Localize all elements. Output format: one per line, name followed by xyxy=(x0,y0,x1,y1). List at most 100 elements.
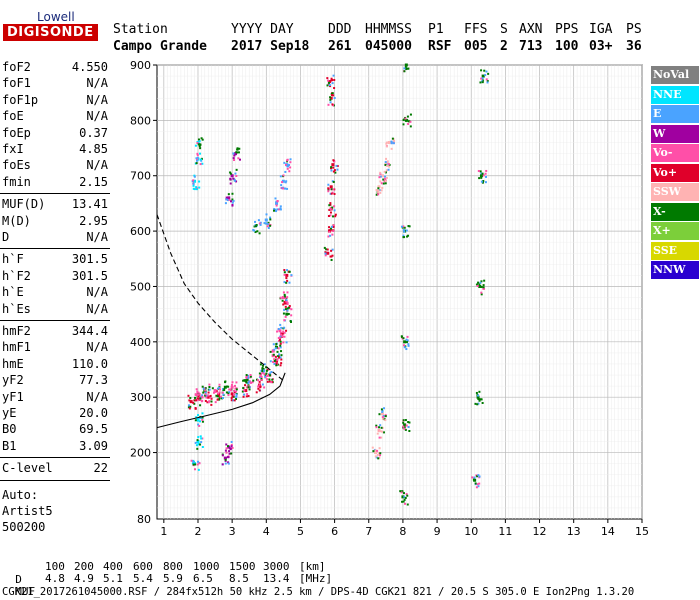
data-point-echo xyxy=(247,386,250,389)
data-point-echo xyxy=(227,193,230,196)
data-point-echo xyxy=(245,377,248,380)
data-point-echo xyxy=(247,374,250,377)
header-label-10: PS xyxy=(626,22,642,37)
data-point-echo xyxy=(335,164,338,167)
data-point-echo xyxy=(384,415,387,418)
header-value-8: 100 xyxy=(555,39,579,54)
data-point-echo xyxy=(200,437,203,440)
data-point-echo xyxy=(403,427,406,430)
data-point-echo xyxy=(407,426,410,429)
data-point-echo xyxy=(280,362,283,365)
data-point-echo xyxy=(199,443,202,446)
data-point-echo xyxy=(248,380,251,383)
data-point-echo xyxy=(284,308,287,311)
data-point xyxy=(244,389,248,393)
data-point-echo xyxy=(194,396,197,399)
data-point-echo xyxy=(380,182,383,185)
footer-d-value: 1500 xyxy=(229,560,256,573)
data-point-echo xyxy=(286,291,289,294)
footer-muf-row: MUF xyxy=(2,572,35,598)
data-point-echo xyxy=(283,295,286,298)
data-point-echo xyxy=(480,280,483,283)
data-point-echo xyxy=(228,388,231,391)
data-point-echo xyxy=(324,252,327,255)
data-point-echo xyxy=(330,169,333,172)
data-point-echo xyxy=(230,397,233,400)
data-point-echo xyxy=(333,87,336,90)
data-point-echo xyxy=(198,180,201,183)
data-point xyxy=(278,329,282,333)
data-point-echo xyxy=(381,410,384,413)
param-value: 69.5 xyxy=(79,422,108,437)
data-point-echo xyxy=(477,281,480,284)
data-point-echo xyxy=(385,169,388,172)
data-point-echo xyxy=(327,235,330,238)
footer-info: CGK21_2017261045000.RSF / 284fx512h 50 k… xyxy=(2,586,635,598)
data-point-echo xyxy=(406,494,409,497)
data-point-echo xyxy=(210,403,213,406)
data-point-echo xyxy=(196,419,199,422)
data-point-echo xyxy=(249,374,252,377)
data-point-echo xyxy=(252,379,255,382)
data-point-echo xyxy=(227,394,230,397)
data-point-echo xyxy=(198,462,201,465)
x-tick-label: 14 xyxy=(601,525,615,538)
data-point-echo xyxy=(205,394,208,397)
data-point-echo xyxy=(288,305,291,308)
data-point-echo xyxy=(195,444,198,447)
data-point-echo xyxy=(285,180,288,183)
data-point-echo xyxy=(285,299,288,302)
header-value-5: 005 xyxy=(464,39,488,54)
series-noise-2-9 xyxy=(221,147,241,466)
data-point-echo xyxy=(217,386,220,389)
param-value: 301.5 xyxy=(71,252,108,267)
data-point-echo xyxy=(482,174,485,177)
data-point-echo xyxy=(198,392,201,395)
data-point-echo xyxy=(227,462,230,465)
data-point-echo xyxy=(228,452,231,455)
footer-muf-value: 4.8 xyxy=(45,572,65,585)
data-point-echo xyxy=(189,396,192,399)
data-point-echo xyxy=(235,393,238,396)
data-point-echo xyxy=(273,209,276,212)
data-point-echo xyxy=(327,103,330,106)
footer-d-value: 1000 xyxy=(193,560,220,573)
data-point-echo xyxy=(330,192,333,195)
data-point-echo xyxy=(323,246,326,249)
data-point-echo xyxy=(218,398,221,401)
data-point-echo xyxy=(477,402,480,405)
data-point-echo xyxy=(208,386,211,389)
data-point-echo xyxy=(221,463,224,466)
data-point-echo xyxy=(409,113,412,116)
logo-lowell: Lowell xyxy=(37,10,75,24)
data-point-echo xyxy=(485,70,488,73)
y-tick-label: 900 xyxy=(130,59,151,72)
data-point-echo xyxy=(382,417,385,420)
data-point-echo xyxy=(481,77,484,80)
data-point-echo xyxy=(334,171,337,174)
data-point-echo xyxy=(375,193,378,196)
data-point-echo xyxy=(333,193,336,196)
series-multipath-band-5-9 xyxy=(323,74,339,261)
data-point-echo xyxy=(265,374,268,377)
data-point-echo xyxy=(256,230,259,233)
data-point-echo xyxy=(235,180,238,183)
data-point-echo xyxy=(282,312,285,315)
data-point-echo xyxy=(234,172,237,175)
data-point-echo xyxy=(266,222,269,225)
x-tick-label: 11 xyxy=(498,525,512,538)
data-point xyxy=(329,185,333,189)
data-point-echo xyxy=(245,381,248,384)
header-label-9: IGA xyxy=(589,22,613,37)
data-point-echo xyxy=(383,407,386,410)
data-point-echo xyxy=(385,176,388,179)
data-point-echo xyxy=(229,172,232,175)
data-point-echo xyxy=(407,344,410,347)
data-point-echo xyxy=(333,160,336,163)
data-point-echo xyxy=(476,475,479,478)
data-point-echo xyxy=(263,386,266,389)
data-point-echo xyxy=(188,399,191,402)
param-row-yf2: yF2 77.3 xyxy=(2,373,108,390)
data-point-echo xyxy=(234,387,237,390)
data-point-echo xyxy=(324,251,327,254)
